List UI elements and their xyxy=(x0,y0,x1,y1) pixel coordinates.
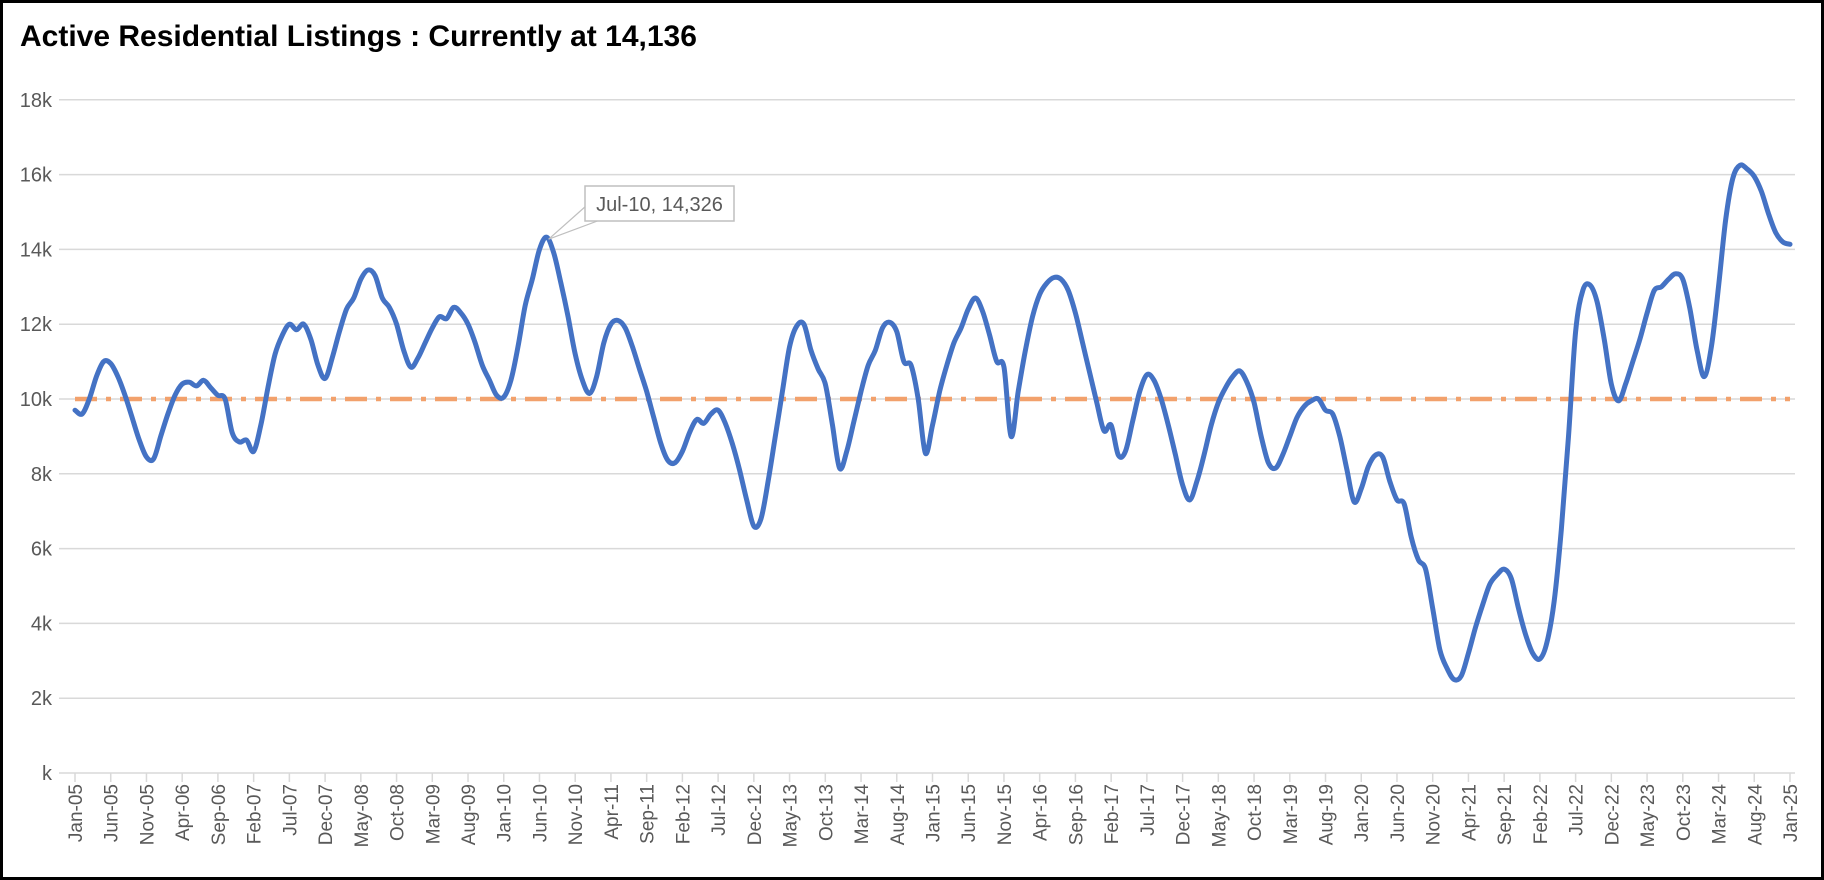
x-tick-label: Aug-24 xyxy=(1745,784,1766,846)
y-tick-label: 18k xyxy=(20,90,53,112)
x-tick-label: Jul-17 xyxy=(1138,784,1159,836)
chart-title: Active Residential Listings : Currently … xyxy=(20,20,697,53)
x-tick-label: Nov-15 xyxy=(995,784,1016,845)
x-tick-label: Jun-10 xyxy=(530,784,551,842)
x-tick-label: Dec-12 xyxy=(745,784,766,845)
x-tick-label: Feb-22 xyxy=(1531,784,1552,844)
x-tick-label: Jan-15 xyxy=(923,784,944,842)
x-tick-label: Jan-05 xyxy=(66,784,87,842)
x-tick-label: Mar-19 xyxy=(1281,784,1302,844)
gridlines xyxy=(59,99,1795,774)
x-tick-label: Feb-17 xyxy=(1102,784,1123,844)
x-tick-label: Mar-24 xyxy=(1710,784,1731,845)
y-tick-label: 4k xyxy=(31,613,53,635)
x-tick-label: Feb-12 xyxy=(673,784,694,844)
x-tick-label: Jun-15 xyxy=(959,784,980,842)
x-tick-label: Jan-20 xyxy=(1352,784,1373,842)
x-tick-label: Jul-07 xyxy=(280,784,301,836)
x-axis-labels: Jan-05 Jun-05 Nov-05 Apr-06 Sep-06 Feb-07 Jul-… xyxy=(66,784,1802,848)
x-tick-label: Jun-05 xyxy=(102,784,123,842)
x-tick-label: Oct-23 xyxy=(1674,784,1695,841)
x-tick-label: Jun-20 xyxy=(1388,784,1409,842)
y-tick-label: 10k xyxy=(20,389,53,411)
x-tick-label: Sep-21 xyxy=(1495,784,1516,845)
x-tick-label: Dec-22 xyxy=(1602,784,1623,845)
x-tick-label: Aug-19 xyxy=(1317,784,1338,845)
x-tick-label: Jan-10 xyxy=(495,784,516,842)
x-axis-ticks xyxy=(74,773,1791,782)
x-tick-label: Mar-09 xyxy=(423,784,444,844)
y-tick-label: 6k xyxy=(31,539,53,561)
x-tick-label: Jul-12 xyxy=(709,784,730,836)
x-tick-label: Oct-18 xyxy=(1245,784,1266,841)
x-tick-label: Oct-13 xyxy=(816,784,837,841)
x-tick-label: May-08 xyxy=(352,784,373,847)
y-tick-label: 16k xyxy=(20,165,53,187)
y-tick-label: 2k xyxy=(31,688,53,710)
y-axis-labels: k 2k 4k 6k 8k 10k 12k 14k 16k 18k xyxy=(20,90,53,785)
x-tick-label: Nov-05 xyxy=(137,784,158,845)
x-tick-label: Sep-16 xyxy=(1066,784,1087,845)
x-tick-label: Sep-11 xyxy=(638,784,659,844)
y-tick-label: k xyxy=(42,763,53,785)
callout-label: Jul-10, 14,326 xyxy=(596,194,723,216)
x-tick-label: Dec-17 xyxy=(1174,784,1195,845)
listings-series-line xyxy=(72,162,1793,683)
y-tick-label: 8k xyxy=(31,464,53,486)
x-tick-label: Apr-06 xyxy=(173,784,194,841)
x-tick-label: Mar-14 xyxy=(852,784,873,845)
x-tick-label: Sep-06 xyxy=(209,784,230,845)
x-tick-label: Jan-25 xyxy=(1781,784,1802,842)
x-tick-label: Jul-22 xyxy=(1567,784,1588,836)
x-tick-label: Apr-16 xyxy=(1031,784,1052,841)
x-tick-label: Oct-08 xyxy=(388,784,409,841)
y-tick-label: 14k xyxy=(20,239,53,261)
x-tick-label: Nov-20 xyxy=(1424,784,1445,845)
annotation-callout: Jul-10, 14,326 xyxy=(548,185,735,240)
x-tick-label: Dec-07 xyxy=(316,784,337,845)
x-tick-label: Aug-09 xyxy=(459,784,480,845)
x-tick-label: Apr-11 xyxy=(602,784,623,840)
x-tick-label: Nov-10 xyxy=(566,784,587,845)
x-tick-label: Apr-21 xyxy=(1459,784,1480,841)
x-tick-label: Feb-07 xyxy=(245,784,266,844)
x-tick-label: May-23 xyxy=(1638,784,1659,847)
x-tick-label: May-18 xyxy=(1209,784,1230,847)
x-tick-label: Aug-14 xyxy=(888,784,909,846)
x-tick-label: May-13 xyxy=(781,784,802,847)
callout-box xyxy=(584,185,735,222)
y-tick-label: 12k xyxy=(20,314,53,336)
